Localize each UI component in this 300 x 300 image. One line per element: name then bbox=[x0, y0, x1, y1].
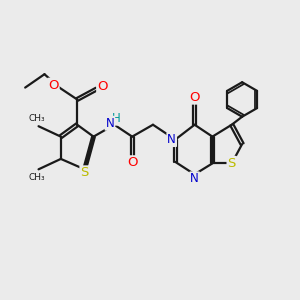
Text: N: N bbox=[190, 172, 199, 185]
Text: O: O bbox=[48, 79, 59, 92]
Text: CH₃: CH₃ bbox=[29, 114, 45, 123]
Text: O: O bbox=[97, 80, 108, 93]
Text: S: S bbox=[227, 157, 236, 170]
Text: H: H bbox=[111, 112, 120, 125]
Text: S: S bbox=[80, 167, 89, 179]
Text: N: N bbox=[167, 133, 176, 146]
Text: N: N bbox=[106, 117, 114, 130]
Text: O: O bbox=[189, 91, 200, 103]
Text: CH₃: CH₃ bbox=[29, 173, 45, 182]
Text: O: O bbox=[127, 156, 137, 169]
